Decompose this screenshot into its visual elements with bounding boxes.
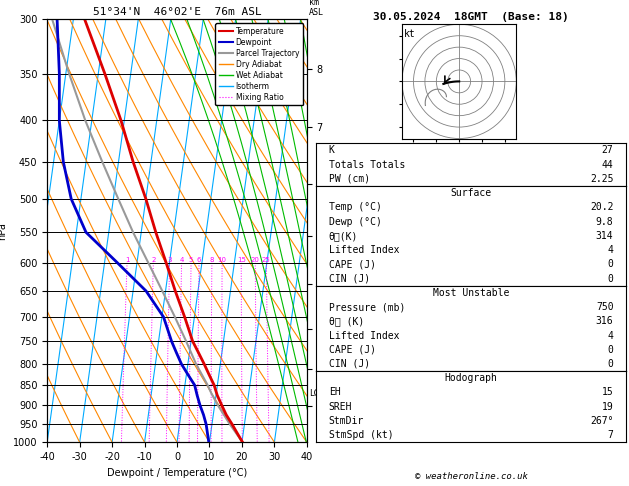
Text: 19: 19 [602,401,613,412]
Text: Lifted Index: Lifted Index [329,330,399,341]
Text: 0: 0 [608,274,613,284]
Text: 20.2: 20.2 [590,202,613,212]
Text: © weatheronline.co.uk: © weatheronline.co.uk [415,472,528,481]
Title: 51°34'N  46°02'E  76m ASL: 51°34'N 46°02'E 76m ASL [92,7,262,17]
Legend: Temperature, Dewpoint, Parcel Trajectory, Dry Adiabat, Wet Adiabat, Isotherm, Mi: Temperature, Dewpoint, Parcel Trajectory… [215,23,303,105]
Text: θᴇ(K): θᴇ(K) [329,231,358,241]
Text: 2.25: 2.25 [590,174,613,184]
Text: 4: 4 [608,330,613,341]
Text: 1: 1 [125,257,130,263]
Text: CAPE (J): CAPE (J) [329,260,376,269]
Text: Totals Totals: Totals Totals [329,160,405,170]
Text: EH: EH [329,387,340,398]
Text: CIN (J): CIN (J) [329,274,370,284]
Text: 314: 314 [596,231,613,241]
Text: Mixing Ratio (g/kg): Mixing Ratio (g/kg) [323,212,332,292]
Text: Temp (°C): Temp (°C) [329,202,382,212]
Text: LCL: LCL [309,389,325,398]
Text: 0: 0 [608,260,613,269]
Text: CIN (J): CIN (J) [329,359,370,369]
Text: StmSpd (kt): StmSpd (kt) [329,430,393,440]
Text: 15: 15 [237,257,246,263]
Text: 267°: 267° [590,416,613,426]
Text: 9.8: 9.8 [596,217,613,226]
Text: 0: 0 [608,345,613,355]
Text: Hodograph: Hodograph [445,373,498,383]
Text: 316: 316 [596,316,613,326]
Text: 4: 4 [608,245,613,255]
Text: 44: 44 [602,160,613,170]
Text: Most Unstable: Most Unstable [433,288,509,298]
Text: kt: kt [404,29,416,39]
Text: 6: 6 [197,257,201,263]
Text: Surface: Surface [450,188,492,198]
Text: CAPE (J): CAPE (J) [329,345,376,355]
Text: 4: 4 [179,257,184,263]
Text: SREH: SREH [329,401,352,412]
Text: 15: 15 [602,387,613,398]
Text: km
ASL: km ASL [309,0,324,17]
Text: K: K [329,145,335,156]
Text: PW (cm): PW (cm) [329,174,370,184]
Text: 2: 2 [151,257,155,263]
Text: StmDir: StmDir [329,416,364,426]
Text: 750: 750 [596,302,613,312]
Text: 3: 3 [167,257,172,263]
Text: Lifted Index: Lifted Index [329,245,399,255]
Text: 0: 0 [608,359,613,369]
Text: 5: 5 [189,257,193,263]
Text: 20: 20 [251,257,260,263]
Text: Pressure (mb): Pressure (mb) [329,302,405,312]
X-axis label: Dewpoint / Temperature (°C): Dewpoint / Temperature (°C) [107,468,247,478]
Text: 8: 8 [209,257,214,263]
Text: θᴇ (K): θᴇ (K) [329,316,364,326]
Text: 27: 27 [602,145,613,156]
Y-axis label: hPa: hPa [0,222,8,240]
Text: 10: 10 [218,257,226,263]
Text: 25: 25 [262,257,270,263]
Text: 30.05.2024  18GMT  (Base: 18): 30.05.2024 18GMT (Base: 18) [373,12,569,22]
Text: Dewp (°C): Dewp (°C) [329,217,382,226]
Text: 7: 7 [608,430,613,440]
